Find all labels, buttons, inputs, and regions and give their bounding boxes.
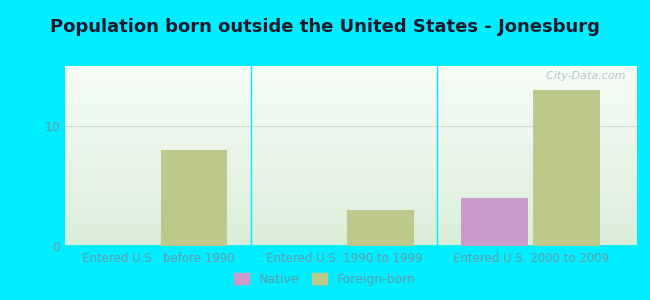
Bar — [533, 90, 600, 246]
Bar — [161, 150, 228, 246]
Legend: Native, Foreign-born: Native, Foreign-born — [229, 268, 421, 291]
Bar — [347, 210, 413, 246]
Text: City-Data.com: City-Data.com — [539, 71, 625, 81]
Text: Population born outside the United States - Jonesburg: Population born outside the United State… — [50, 18, 600, 36]
Bar — [462, 198, 528, 246]
